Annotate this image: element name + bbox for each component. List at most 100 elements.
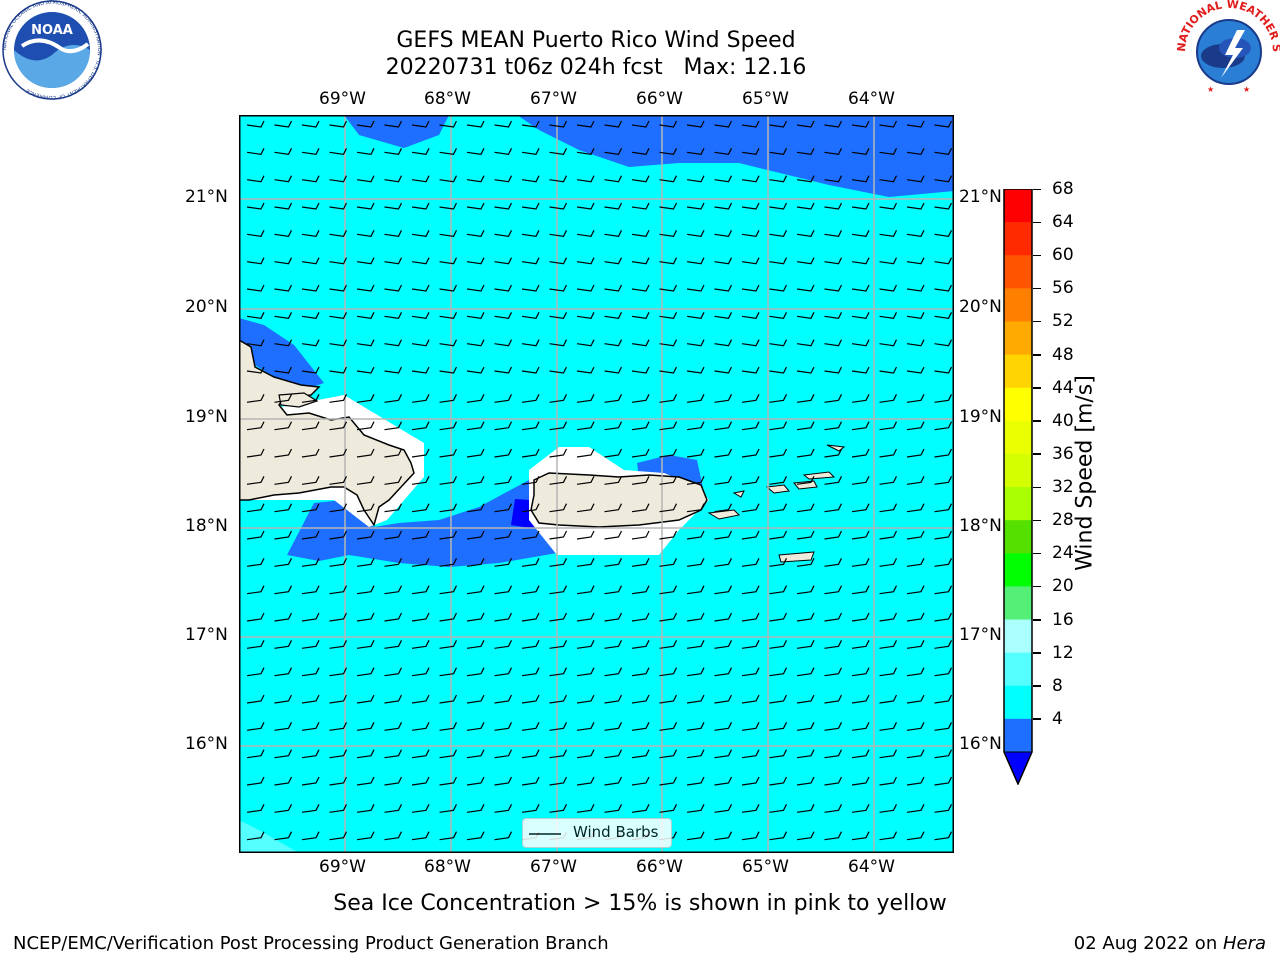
wind-barb [686,585,705,595]
wind-barb [659,530,678,540]
wind-barb [411,394,430,403]
colorbar-tick-mark [1033,552,1041,555]
colorbar-tick-label: 64 [1052,212,1074,233]
wind-barb [411,667,430,677]
lat-label-left: 19°N [185,407,228,427]
wind-barbs [246,120,953,841]
wind-barb [824,120,843,128]
wind-barb [824,257,843,265]
wind-barb [604,694,623,704]
wind-barb [714,120,733,128]
wind-barb [301,448,320,458]
wind-barb [301,722,320,731]
wind-barb [714,421,733,431]
wind-barb [329,257,348,265]
wind-barb [769,421,788,431]
wind-barb [879,749,898,759]
colorbar-tick-mark [1033,519,1041,522]
wind-barb [356,394,375,403]
wind-barb [301,421,320,431]
wind-barb [439,585,458,595]
wind-barb [246,640,265,649]
wind-barb [686,120,705,128]
wind-barb [411,339,430,347]
wind-barb [604,175,623,183]
wind-barb [494,120,513,128]
wind-barb [631,202,650,210]
wind-barb [851,421,870,431]
wind-barb [439,421,458,431]
wind-barb [686,722,705,731]
wind-barb [384,612,403,622]
wind-barb [686,694,705,704]
wind-barb [411,612,430,622]
wind-barb [769,804,788,813]
wind-barb [329,831,348,841]
wind-barb [466,120,485,128]
wind-barb [246,366,265,374]
wind-barb [494,148,513,155]
wind-barb [549,530,568,540]
wind-barb [714,148,733,155]
wind-barb [659,749,678,759]
wind-barb [576,530,595,540]
wind-barb [796,476,815,485]
wind-barb [384,530,403,540]
wind-barb [301,585,320,595]
wind-barb [769,257,788,265]
wind-barb [741,749,760,759]
colorbar-segment [1004,387,1032,422]
wind-barb [631,612,650,622]
wind-barb [934,175,953,183]
wind-barb [686,148,705,155]
wind-barb [466,448,485,458]
wind-barb [301,694,320,704]
wind-barb [439,148,458,155]
wind-barb [934,804,953,813]
colorbar-tick-label: 16 [1052,609,1074,630]
wind-barb [301,284,320,292]
wind-field-4-8-north-west [344,115,449,148]
wind-barb [494,640,513,649]
wind-barb [576,175,595,183]
wind-barb [384,749,403,759]
wind-barb [356,776,375,786]
wind-barb [604,120,623,128]
wind-barb [439,831,458,841]
wind-barb [329,394,348,403]
wind-barb [356,284,375,292]
wind-barb [631,148,650,155]
wind-barb [934,394,953,403]
wind-barb [356,640,375,649]
wind-barb [466,776,485,786]
wind-barb [906,831,925,841]
wind-barb [576,421,595,431]
wind-barb [741,421,760,431]
wind-barb [466,640,485,649]
lon-label-top: 66°W [636,89,683,109]
wind-barb [274,776,293,786]
wind-barb [576,612,595,622]
wind-barb [604,366,623,374]
wind-barb [769,284,788,292]
wind-barb [796,284,815,292]
wind-barb [521,476,540,485]
wind-barb [879,284,898,292]
wind-barb [384,694,403,704]
colorbar-scale [1003,188,1033,786]
wind-barb [494,339,513,347]
wind-barb [879,175,898,183]
wind-barb [301,667,320,677]
tortola-island [802,471,836,480]
wind-barb [686,749,705,759]
wind-barb [769,640,788,649]
wind-barb [769,394,788,403]
st-thomas-island [765,484,790,494]
wind-barb [686,339,705,347]
wind-barb [631,558,650,567]
wind-barb [659,366,678,374]
wind-barb [686,202,705,210]
colorbar-tick-label: 12 [1052,642,1074,663]
wind-barb [384,312,403,319]
wind-barb [631,667,650,677]
